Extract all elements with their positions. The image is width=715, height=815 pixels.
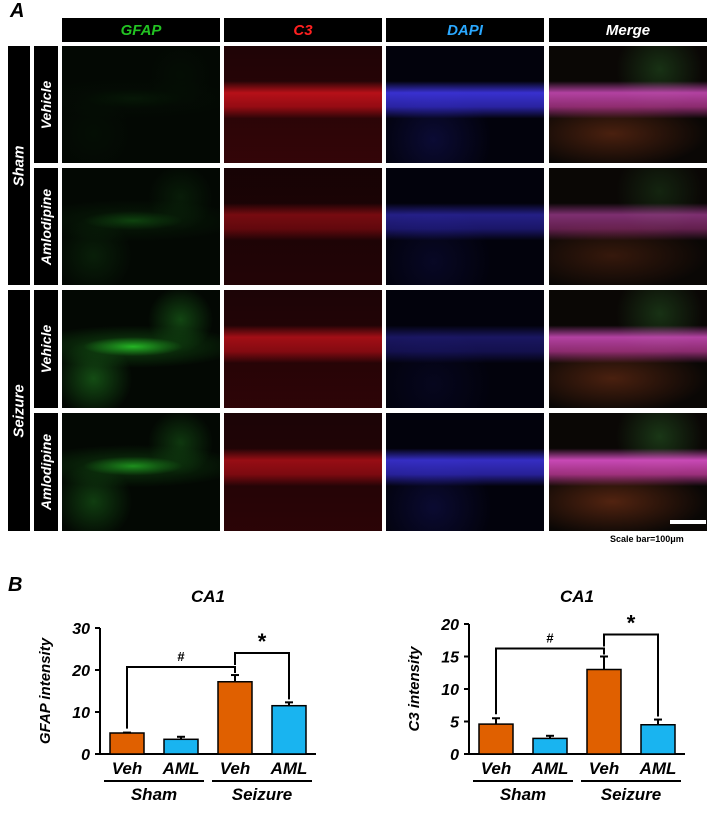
c3-category-label: Veh — [481, 759, 512, 778]
micrograph-seizure-amlodipine-gfap — [62, 413, 220, 531]
column-header-merge: Merge — [549, 18, 707, 42]
c3-bar-veh-sham — [478, 723, 514, 755]
group-label-sham: Sham — [10, 145, 28, 186]
c3-y-tick-label: 15 — [441, 650, 460, 667]
micrograph-seizure-amlodipine-c3 — [224, 413, 382, 531]
micrograph-sham-vehicle-gfap — [62, 46, 220, 163]
gfap-annotation-star: * — [258, 629, 267, 654]
micrograph-sham-vehicle-merge — [549, 46, 707, 163]
group-bar-sham: Sham — [8, 46, 30, 285]
c3-group-label-sham: Sham — [500, 785, 546, 804]
c3-y-tick-label: 20 — [440, 617, 459, 634]
gfap-bar-veh-sham — [109, 732, 145, 755]
gfap-bar-aml-sham — [163, 738, 199, 755]
c3-chart: CA1 C3 intensity 0 5 10 15 20 Veh AML Veh AML Sham S… — [406, 587, 685, 804]
c3-bracket-star — [603, 633, 659, 717]
row-label-sham-amlodipine: Amlodipine — [38, 188, 54, 265]
c3-category-label: AML — [531, 759, 569, 778]
panel-b-letter: B — [8, 574, 23, 596]
gfap-category-label: AML — [162, 759, 200, 778]
gfap-chart: CA1 GFAP intensity 0 10 20 30 Veh AML Veh AML Sham… — [37, 587, 316, 804]
micrograph-sham-amlodipine-c3 — [224, 168, 382, 285]
row-bar-sham-vehicle: Vehicle — [34, 46, 58, 163]
micrograph-sham-vehicle-c3 — [224, 46, 382, 163]
column-header-c3: C3 — [224, 18, 382, 42]
micrograph-seizure-vehicle-c3 — [224, 290, 382, 408]
c3-group-label-seizure: Seizure — [601, 785, 661, 804]
column-header-dapi: DAPI — [386, 18, 544, 42]
group-label-seizure: Seizure — [10, 383, 28, 438]
c3-annotation-hash: # — [546, 631, 554, 646]
gfap-bar-aml-seizure — [271, 704, 307, 755]
row-bar-seizure-vehicle: Vehicle — [34, 290, 58, 408]
row-bar-seizure-amlodipine: Amlodipine — [34, 413, 58, 531]
bar-charts: CA1 GFAP intensity 0 10 20 30 Veh AML Veh AML Sham… — [37, 587, 685, 804]
gfap-y-tick-label: 30 — [72, 621, 90, 638]
c3-bar-aml-sham — [532, 737, 568, 755]
gfap-y-tick-label: 10 — [72, 705, 90, 722]
c3-bar-veh-seizure — [586, 668, 622, 755]
gfap-annotation-hash: # — [177, 649, 185, 664]
scale-bar — [670, 520, 706, 524]
gfap-y-axis-label: GFAP intensity — [37, 637, 54, 744]
c3-category-label: AML — [639, 759, 677, 778]
gfap-chart-title: CA1 — [191, 587, 225, 606]
c3-bar-aml-seizure — [640, 724, 676, 755]
column-header-gfap: GFAP — [62, 18, 220, 42]
micrograph-seizure-amlodipine-merge — [549, 413, 707, 531]
gfap-bracket-hash — [126, 666, 236, 729]
c3-annotation-star: * — [627, 611, 636, 636]
c3-chart-title: CA1 — [560, 587, 594, 606]
gfap-y-tick-label: 20 — [71, 663, 90, 680]
micrograph-seizure-vehicle-dapi — [386, 290, 544, 408]
c3-category-label: Veh — [589, 759, 620, 778]
row-label-sham-vehicle: Vehicle — [38, 80, 54, 129]
scale-bar-label: Scale bar=100μm — [610, 534, 684, 544]
c3-y-axis-label: C3 intensity — [406, 646, 423, 732]
row-bar-sham-amlodipine: Amlodipine — [34, 168, 58, 285]
gfap-y-tick-label: 0 — [81, 747, 90, 764]
panel-a-letter: A — [10, 0, 25, 22]
micrograph-seizure-vehicle-gfap — [62, 290, 220, 408]
gfap-category-label: Veh — [220, 759, 251, 778]
micrograph-sham-amlodipine-dapi — [386, 168, 544, 285]
micrograph-seizure-vehicle-merge — [549, 290, 707, 408]
group-bar-seizure: Seizure — [8, 290, 30, 531]
gfap-bar-veh-seizure — [217, 681, 253, 755]
gfap-category-label: Veh — [112, 759, 143, 778]
micrograph-seizure-amlodipine-dapi — [386, 413, 544, 531]
gfap-category-label: AML — [270, 759, 308, 778]
c3-y-tick-label: 10 — [441, 682, 459, 699]
micrograph-sham-vehicle-dapi — [386, 46, 544, 163]
gfap-group-label-seizure: Seizure — [232, 785, 292, 804]
c3-y-tick-label: 5 — [450, 715, 460, 732]
c3-bracket-hash — [495, 647, 605, 715]
gfap-bracket-star — [234, 652, 290, 700]
micrograph-sham-amlodipine-gfap — [62, 168, 220, 285]
row-label-seizure-amlodipine: Amlodipine — [38, 433, 54, 511]
row-label-seizure-vehicle: Vehicle — [38, 324, 54, 374]
gfap-group-label-sham: Sham — [131, 785, 177, 804]
micrograph-sham-amlodipine-merge — [549, 168, 707, 285]
c3-y-tick-label: 0 — [450, 747, 459, 764]
